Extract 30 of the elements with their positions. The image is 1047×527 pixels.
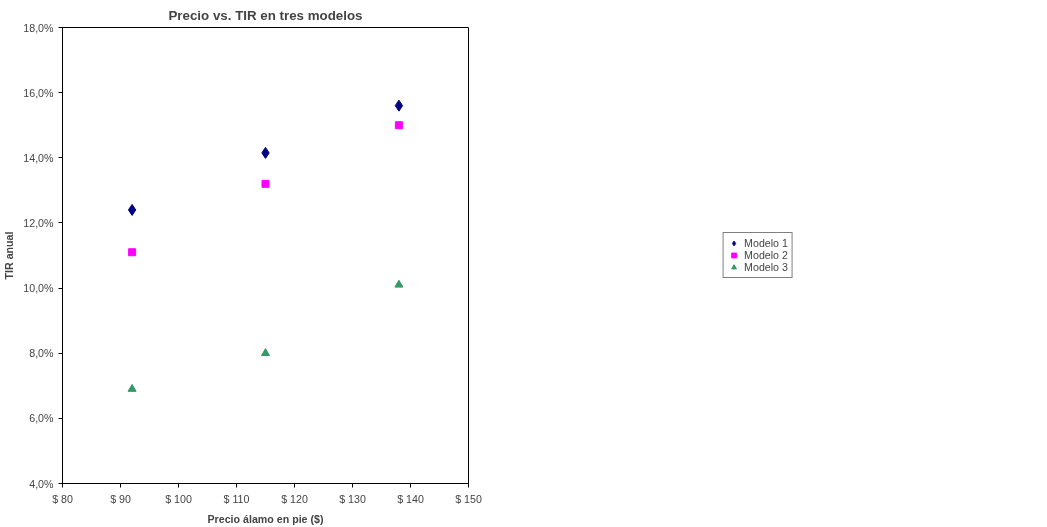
point [128, 248, 137, 257]
y-tick-label: 6,0% [29, 412, 55, 425]
point [127, 383, 137, 392]
y-tick-label: 10,0% [23, 282, 55, 295]
y-tick-label: 12,0% [23, 216, 55, 229]
x-tick-label: $ 150 [455, 492, 482, 505]
x-tick-label: $ 100 [165, 492, 192, 505]
x-axis-title: Precio álamo en pie ($) [207, 512, 324, 525]
point [261, 179, 270, 188]
point [394, 279, 404, 288]
legend-label: Modelo 3 [744, 261, 788, 273]
y-tick-label: 16,0% [23, 86, 55, 99]
legend-label: Modelo 1 [744, 237, 788, 249]
point [261, 348, 270, 357]
x-tick-label: $ 140 [397, 492, 424, 505]
legend-label: Modelo 2 [744, 249, 788, 261]
point [394, 121, 403, 130]
point [127, 203, 137, 216]
x-tick-label: $ 130 [339, 492, 366, 505]
y-tick-label: 4,0% [29, 477, 55, 490]
point [394, 99, 404, 112]
y-axis-title: TIR anual [3, 231, 16, 280]
x-tick-label: $ 90 [110, 492, 131, 505]
chart-title: Precio vs. TIR en tres modelos [168, 7, 363, 23]
x-tick-label: $ 80 [52, 492, 73, 505]
y-tick-label: 18,0% [23, 21, 55, 34]
x-tick-label: $ 110 [223, 492, 250, 505]
y-tick-label: 14,0% [23, 151, 55, 164]
x-tick-label: $ 120 [281, 492, 308, 505]
y-tick-label: 8,0% [29, 347, 55, 360]
